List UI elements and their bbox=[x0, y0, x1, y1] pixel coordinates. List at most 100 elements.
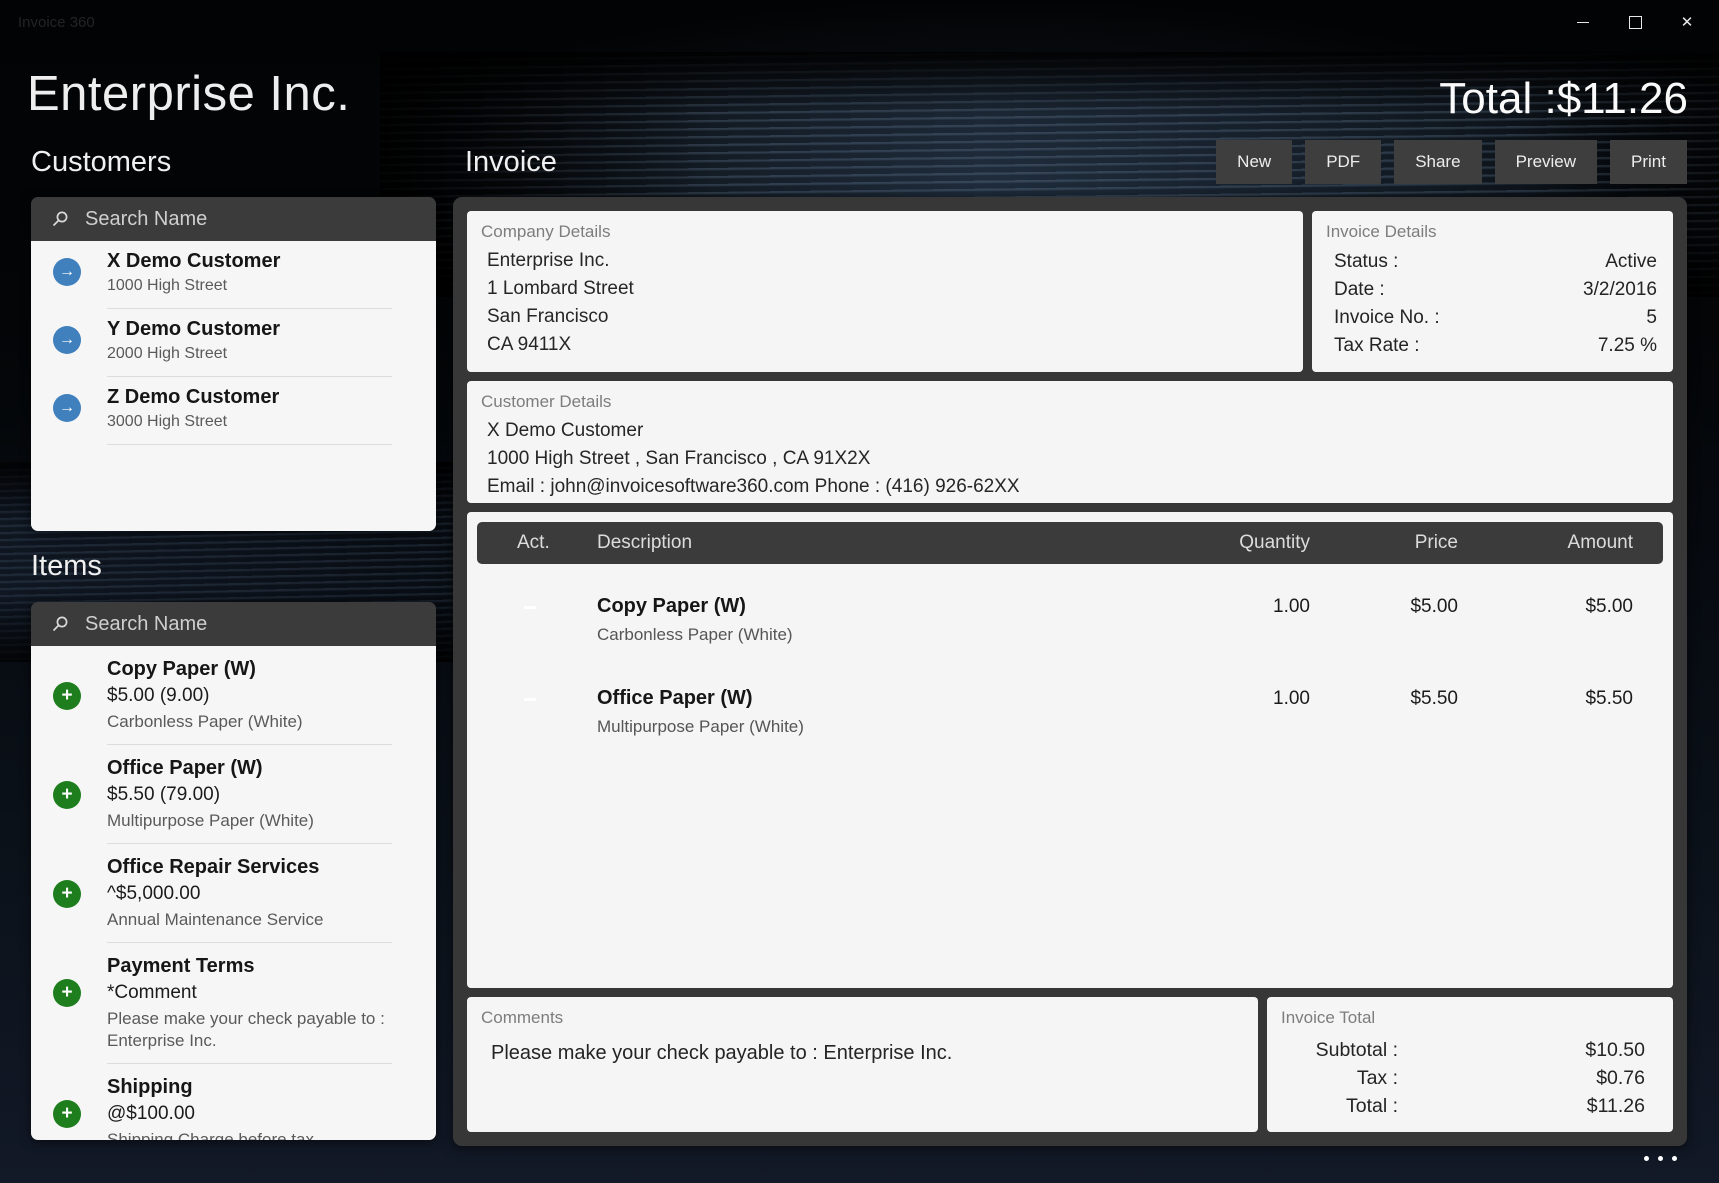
select-customer-arrow-icon[interactable]: → bbox=[53, 394, 81, 422]
page-title: Enterprise Inc. bbox=[27, 67, 351, 121]
customer-name: Y Demo Customer bbox=[107, 318, 281, 340]
add-item-icon[interactable]: + bbox=[53, 1100, 81, 1128]
item-name: Office Paper (W) bbox=[107, 757, 263, 779]
new-button[interactable]: New bbox=[1216, 140, 1293, 184]
search-icon bbox=[52, 211, 68, 227]
add-item-icon[interactable]: + bbox=[53, 781, 81, 809]
table-row: Office Paper (W) Multipurpose Paper (Whi… bbox=[517, 686, 1633, 738]
add-item-icon[interactable]: + bbox=[53, 682, 81, 710]
col-price: Price bbox=[1414, 532, 1458, 553]
item-description: Annual Maintenance Service bbox=[107, 910, 324, 929]
customer-details-card: Customer Details X Demo Customer 1000 Hi… bbox=[467, 381, 1673, 503]
table-row: Copy Paper (W) Carbonless Paper (White) … bbox=[517, 594, 1633, 646]
pdf-button[interactable]: PDF bbox=[1305, 140, 1382, 184]
invoice-heading: Invoice bbox=[465, 146, 557, 178]
row-description: Office Paper (W) bbox=[597, 687, 753, 709]
item-name: Copy Paper (W) bbox=[107, 658, 256, 680]
items-panel: + Copy Paper (W) $5.00 (9.00) Carbonless… bbox=[31, 602, 436, 1140]
close-button[interactable]: ✕ bbox=[1661, 2, 1713, 42]
print-button[interactable]: Print bbox=[1610, 140, 1687, 184]
item-list-item[interactable]: + Shipping @$100.00 Shipping Charge befo… bbox=[31, 1064, 436, 1140]
invoice-no-value: 5 bbox=[1646, 307, 1657, 328]
total-row: Total : $11.26 bbox=[1283, 1092, 1645, 1120]
tax-row: Tax : $0.76 bbox=[1283, 1064, 1645, 1092]
company-line: CA 9411X bbox=[487, 334, 572, 355]
table-body: Copy Paper (W) Carbonless Paper (White) … bbox=[477, 564, 1663, 738]
item-price: $5.50 (79.00) bbox=[107, 784, 221, 805]
more-icon bbox=[1672, 1156, 1677, 1161]
company-line: Enterprise Inc. bbox=[487, 250, 610, 271]
item-price: ^$5,000.00 bbox=[107, 883, 201, 904]
add-item-icon[interactable]: + bbox=[53, 979, 81, 1007]
customer-list-item[interactable]: → Y Demo Customer 2000 High Street bbox=[31, 309, 436, 377]
customers-heading: Customers bbox=[31, 146, 172, 178]
item-list-item[interactable]: + Payment Terms *Comment Please make you… bbox=[31, 943, 436, 1064]
customers-search-input[interactable] bbox=[83, 206, 422, 232]
invoice-container: Company Details Enterprise Inc. 1 Lombar… bbox=[453, 197, 1687, 1146]
grand-total: Total :$11.26 bbox=[1439, 74, 1688, 123]
items-list: + Copy Paper (W) $5.00 (9.00) Carbonless… bbox=[31, 646, 436, 1140]
subtotal-row: Subtotal : $10.50 bbox=[1283, 1036, 1645, 1064]
caption-buttons: ✕ bbox=[1557, 2, 1713, 42]
select-customer-arrow-icon[interactable]: → bbox=[53, 326, 81, 354]
customer-list-item[interactable]: → Z Demo Customer 3000 High Street bbox=[31, 377, 436, 445]
comments-text[interactable]: Please make your check payable to : Ente… bbox=[491, 1042, 953, 1064]
maximize-button[interactable] bbox=[1609, 2, 1661, 42]
detail-label: Invoice No. : bbox=[1334, 307, 1440, 328]
item-description: Multipurpose Paper (White) bbox=[107, 811, 314, 830]
title-bar: Invoice 360 ✕ bbox=[0, 0, 1719, 46]
item-price: @$100.00 bbox=[107, 1103, 195, 1124]
customers-list: → X Demo Customer 1000 High Street → Y D… bbox=[31, 241, 436, 531]
col-description: Description bbox=[597, 532, 693, 553]
tax-rate-value: 7.25 % bbox=[1597, 335, 1657, 356]
more-icon bbox=[1644, 1156, 1649, 1161]
row-amount: $5.50 bbox=[1585, 688, 1633, 709]
detail-label: Tax Rate : bbox=[1334, 335, 1420, 356]
item-list-item[interactable]: + Office Paper (W) $5.50 (79.00) Multipu… bbox=[31, 745, 436, 844]
items-searchbar bbox=[31, 602, 436, 646]
customer-address: 1000 High Street bbox=[107, 277, 228, 294]
row-price: $5.50 bbox=[1410, 688, 1458, 709]
invoice-detail-row: Status : Active bbox=[1334, 248, 1657, 276]
subtotal-value: $10.50 bbox=[1585, 1038, 1645, 1061]
invoice-details-label: Invoice Details bbox=[1326, 222, 1437, 241]
search-icon bbox=[52, 616, 68, 632]
customer-name: Z Demo Customer bbox=[107, 386, 280, 408]
preview-button[interactable]: Preview bbox=[1494, 140, 1598, 184]
close-icon: ✕ bbox=[1680, 13, 1694, 31]
item-description: Please make your check payable to : Ente… bbox=[107, 1009, 385, 1050]
items-search-input[interactable] bbox=[83, 611, 422, 637]
add-item-icon[interactable]: + bbox=[53, 880, 81, 908]
company-details-label: Company Details bbox=[481, 222, 611, 241]
company-line: San Francisco bbox=[487, 306, 609, 327]
share-button[interactable]: Share bbox=[1394, 140, 1482, 184]
customer-list-item[interactable]: → X Demo Customer 1000 High Street bbox=[31, 241, 436, 309]
status-value: Active bbox=[1605, 251, 1657, 272]
row-description: Copy Paper (W) bbox=[597, 595, 746, 617]
invoice-total-card: Invoice Total Subtotal : $10.50 Tax : $0… bbox=[1267, 997, 1673, 1132]
comments-card: Comments Please make your check payable … bbox=[467, 997, 1258, 1132]
invoice-details-card: Invoice Details Status : Active Date : 3… bbox=[1312, 211, 1673, 372]
customer-address: 2000 High Street bbox=[107, 345, 228, 362]
minimize-button[interactable] bbox=[1557, 2, 1609, 42]
detail-label: Date : bbox=[1334, 279, 1385, 300]
row-subtitle: Carbonless Paper (White) bbox=[597, 625, 793, 644]
detail-label: Status : bbox=[1334, 251, 1399, 272]
minimize-icon bbox=[1577, 21, 1589, 23]
more-button[interactable] bbox=[1644, 1156, 1677, 1161]
customer-line: X Demo Customer bbox=[487, 420, 644, 441]
window-title: Invoice 360 bbox=[18, 14, 95, 31]
item-list-item[interactable]: + Copy Paper (W) $5.00 (9.00) Carbonless… bbox=[31, 646, 436, 745]
row-amount: $5.00 bbox=[1585, 596, 1633, 617]
customer-name: X Demo Customer bbox=[107, 250, 281, 272]
item-description: Carbonless Paper (White) bbox=[107, 712, 303, 731]
total-label: Total : bbox=[1345, 1094, 1398, 1117]
item-list-item[interactable]: + Office Repair Services ^$5,000.00 Annu… bbox=[31, 844, 436, 943]
invoice-toolbar: New PDF Share Preview Print bbox=[1216, 140, 1687, 184]
col-amount: Amount bbox=[1567, 532, 1633, 553]
col-quantity: Quantity bbox=[1239, 532, 1310, 553]
select-customer-arrow-icon[interactable]: → bbox=[53, 258, 81, 286]
tax-value: $0.76 bbox=[1596, 1066, 1645, 1089]
invoice-total-label: Invoice Total bbox=[1281, 1008, 1376, 1027]
